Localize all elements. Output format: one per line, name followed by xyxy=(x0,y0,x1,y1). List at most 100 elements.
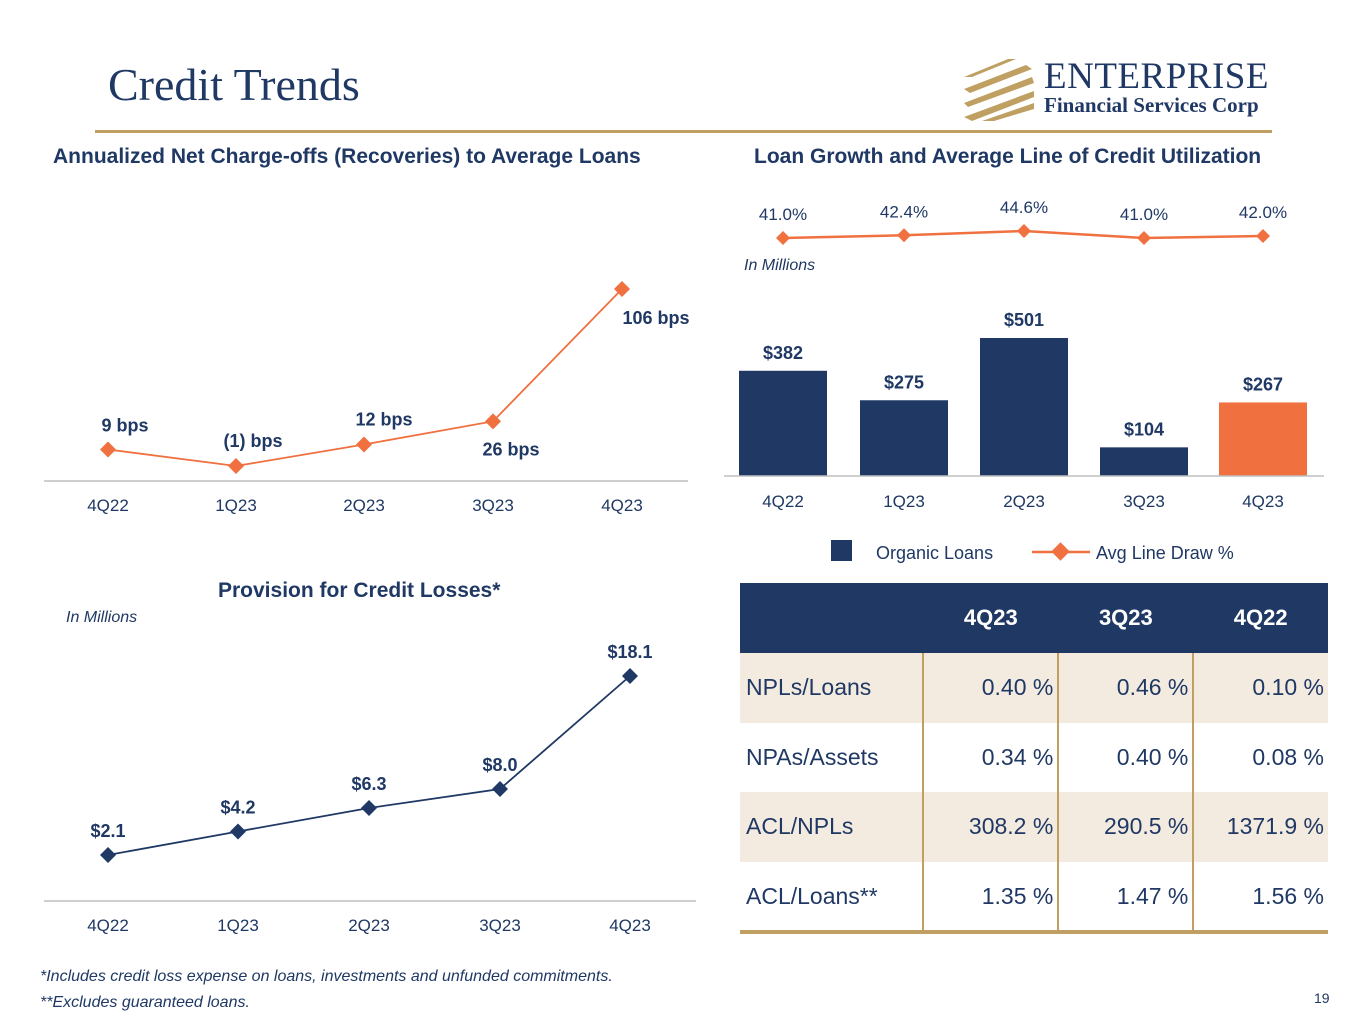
table-bottom-rule xyxy=(740,930,1328,934)
provision-series-line xyxy=(107,675,631,856)
loan-tick-label: 2Q23 xyxy=(1003,492,1045,511)
provision-tick-label: 4Q23 xyxy=(609,916,651,935)
loan-chart-title: Loan Growth and Average Line of Credit U… xyxy=(754,145,1262,168)
logo-mark-icon xyxy=(964,59,1034,121)
loan-chart: $382 $275 $501 $104 $267 4Q22 1Q23 2Q23 3Q23 4Q2… xyxy=(724,198,1324,563)
nco-data-label: (1) bps xyxy=(223,431,282,451)
header-divider xyxy=(95,130,1272,133)
nco-data-label: 9 bps xyxy=(101,415,148,435)
organic-loans-bar xyxy=(860,400,948,476)
avg-line-draw-point xyxy=(1137,231,1151,245)
row-label: NPAs/Assets xyxy=(746,743,879,770)
cell-value: 1.35 % xyxy=(922,861,1059,931)
nco-tick-label: 2Q23 xyxy=(343,496,385,515)
loan-tick-label: 4Q22 xyxy=(762,492,804,511)
logo-name: ENTERPRISE xyxy=(1044,56,1269,97)
legend-label-organic-loans: Organic Loans xyxy=(876,543,993,563)
page-number: 19 xyxy=(1314,990,1330,1006)
nco-point xyxy=(614,281,630,297)
provision-data-label: $4.2 xyxy=(220,798,255,818)
cell-value: 0.08 % xyxy=(1192,722,1328,792)
table-header-3q23: 3Q23 xyxy=(1058,583,1194,653)
footnote-acl-loans: **Excludes guaranteed loans. xyxy=(40,994,250,1011)
provision-tick-label: 2Q23 xyxy=(348,916,390,935)
company-logo: ENTERPRISE Financial Services Corp xyxy=(962,55,1274,123)
loan-legend: Organic Loans Avg Line Draw % xyxy=(831,540,1234,563)
logo-subtitle: Financial Services Corp xyxy=(1044,93,1259,117)
credit-metrics-table: 4Q23 3Q23 4Q22 NPLs/Loans 0.40 % 0.46 % … xyxy=(740,583,1328,931)
nco-data-label: 106 bps xyxy=(622,308,689,328)
loan-tick-label: 1Q23 xyxy=(883,492,925,511)
organic-loans-bar xyxy=(980,338,1068,476)
table-header-4q23: 4Q23 xyxy=(923,583,1059,653)
organic-loans-bar xyxy=(1100,447,1188,476)
organic-loans-label: $267 xyxy=(1243,374,1283,394)
provision-data-label: $18.1 xyxy=(607,642,652,662)
provision-point xyxy=(361,800,377,817)
nco-tick-label: 3Q23 xyxy=(472,496,514,515)
cell-value: 0.10 % xyxy=(1192,653,1328,723)
provision-data-label: $2.1 xyxy=(90,821,125,841)
avg-line-draw-label: 41.0% xyxy=(759,205,807,224)
avg-line-draw-label: 42.0% xyxy=(1239,203,1287,222)
avg-line-draw-label: 42.4% xyxy=(880,202,928,221)
nco-tick-label: 4Q22 xyxy=(87,496,129,515)
table-row: NPAs/Assets 0.34 % 0.40 % 0.08 % xyxy=(740,722,1328,792)
loan-tick-label: 3Q23 xyxy=(1123,492,1165,511)
cell-value: 0.40 % xyxy=(922,653,1059,723)
cell-value: 1.56 % xyxy=(1192,861,1328,931)
page-title: Credit Trends xyxy=(108,59,360,110)
provision-tick-label: 1Q23 xyxy=(217,916,259,935)
row-label: ACL/NPLs xyxy=(740,792,924,862)
provision-tick-label: 3Q23 xyxy=(479,916,521,935)
nco-chart-title: Annualized Net Charge-offs (Recoveries) … xyxy=(53,145,641,168)
provision-tick-label: 4Q22 xyxy=(87,916,129,935)
organic-loans-bar xyxy=(739,370,827,476)
nco-point xyxy=(356,436,372,453)
provision-point xyxy=(492,780,508,797)
avg-line-draw-point xyxy=(776,231,790,245)
nco-chart: 9 bps (1) bps 12 bps 26 bps 106 bps 4Q22 1Q23… xyxy=(44,281,690,515)
cell-value: 1371.9 % xyxy=(1192,792,1328,862)
cell-value: 0.40 % xyxy=(1057,722,1194,792)
table-row: ACL/Loans** 1.35 % 1.47 % 1.56 % xyxy=(740,861,1328,931)
cell-value: 308.2 % xyxy=(922,792,1059,862)
organic-loans-bar xyxy=(1219,402,1307,476)
footnote-provision: *Includes credit loss expense on loans, … xyxy=(40,968,613,985)
organic-loans-label: $501 xyxy=(1004,310,1044,330)
cell-value: 1.47 % xyxy=(1057,861,1194,931)
organic-loans-label: $382 xyxy=(763,343,803,363)
provision-point xyxy=(622,668,638,684)
avg-line-draw-label: 41.0% xyxy=(1120,205,1168,224)
table-header-4q22: 4Q22 xyxy=(1193,583,1328,653)
table-header-row: 4Q23 3Q23 4Q22 xyxy=(740,583,1328,653)
cell-value: 0.34 % xyxy=(922,722,1059,792)
nco-data-label: 12 bps xyxy=(355,409,412,429)
provision-chart-note: In Millions xyxy=(66,609,138,626)
provision-point xyxy=(100,847,116,863)
organic-loans-label: $104 xyxy=(1124,419,1164,439)
nco-tick-label: 4Q23 xyxy=(601,496,643,515)
avg-line-draw-point xyxy=(897,228,911,243)
table-row: ACL/NPLs 308.2 % 290.5 % 1371.9 % xyxy=(740,792,1328,862)
row-label: NPLs/Loans xyxy=(740,653,924,723)
nco-data-label: 26 bps xyxy=(482,439,539,459)
nco-point xyxy=(228,458,244,474)
cell-value: 0.46 % xyxy=(1057,653,1194,723)
loan-tick-label: 4Q23 xyxy=(1242,492,1284,511)
provision-point xyxy=(230,823,246,840)
cell-value: 290.5 % xyxy=(1057,792,1194,862)
loan-chart-note: In Millions xyxy=(744,257,816,274)
legend-label-avg-line-draw: Avg Line Draw % xyxy=(1096,543,1234,563)
legend-marker-avg-line-draw xyxy=(1051,542,1070,561)
nco-point xyxy=(100,441,116,458)
organic-loans-label: $275 xyxy=(884,372,924,392)
avg-line-draw-point xyxy=(1017,224,1031,238)
row-label: ACL/Loans** xyxy=(746,882,878,909)
provision-chart: $2.1 $4.2 $6.3 $8.0 $18.1 4Q22 1Q23 2Q23 3Q23 4Q… xyxy=(44,642,696,935)
avg-line-draw-label: 44.6% xyxy=(1000,198,1048,217)
nco-point xyxy=(485,413,501,430)
provision-data-label: $6.3 xyxy=(351,774,386,794)
avg-line-draw-point xyxy=(1256,229,1270,244)
